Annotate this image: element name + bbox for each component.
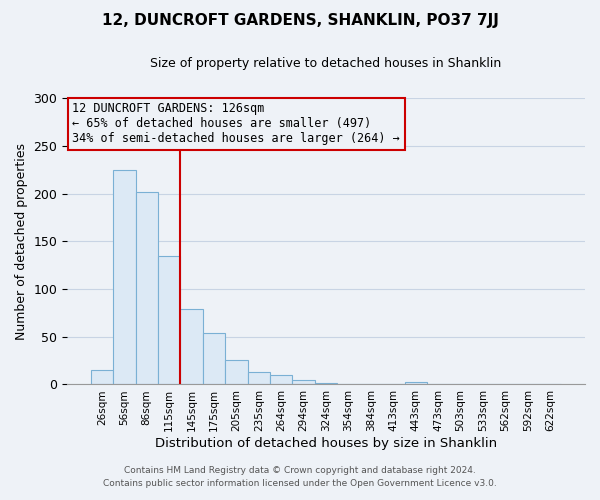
Text: Contains HM Land Registry data © Crown copyright and database right 2024.
Contai: Contains HM Land Registry data © Crown c…	[103, 466, 497, 487]
Title: Size of property relative to detached houses in Shanklin: Size of property relative to detached ho…	[151, 58, 502, 70]
Bar	[136, 192, 158, 384]
Y-axis label: Number of detached properties: Number of detached properties	[15, 143, 28, 340]
Bar	[203, 333, 225, 384]
Bar	[315, 382, 337, 384]
Bar	[158, 256, 181, 384]
Bar	[181, 309, 203, 384]
Bar	[270, 375, 292, 384]
Bar	[225, 360, 248, 384]
X-axis label: Distribution of detached houses by size in Shanklin: Distribution of detached houses by size …	[155, 437, 497, 450]
Text: 12 DUNCROFT GARDENS: 126sqm
← 65% of detached houses are smaller (497)
34% of se: 12 DUNCROFT GARDENS: 126sqm ← 65% of det…	[73, 102, 400, 146]
Bar	[248, 372, 270, 384]
Bar	[113, 170, 136, 384]
Bar	[91, 370, 113, 384]
Text: 12, DUNCROFT GARDENS, SHANKLIN, PO37 7JJ: 12, DUNCROFT GARDENS, SHANKLIN, PO37 7JJ	[101, 12, 499, 28]
Bar	[404, 382, 427, 384]
Bar	[292, 380, 315, 384]
